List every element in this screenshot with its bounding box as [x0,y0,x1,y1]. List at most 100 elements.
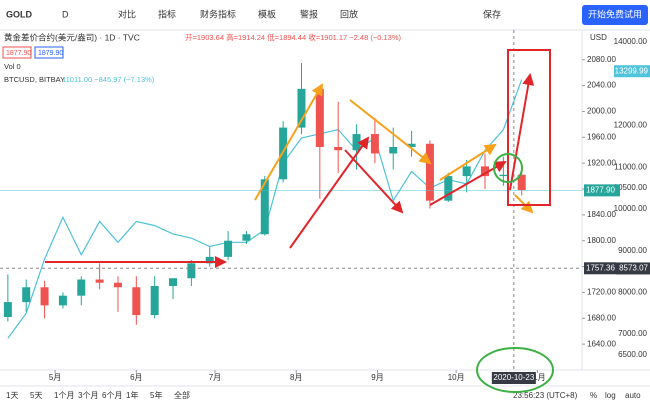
y-tick-label: 2000.00 [587,107,616,116]
annotation-arrow [254,83,324,201]
last-price-badge [584,184,620,197]
crosshair-y-label: 1757.36 [586,263,615,272]
crosshair-x-badge [491,372,536,384]
annotation-arrow [439,143,497,181]
candle-body [40,287,49,306]
candle-body [95,279,104,283]
candle-body [389,146,398,154]
y-tick-label: 1840.00 [587,210,616,219]
range-button[interactable]: 3个月 [78,391,98,400]
y-tick-label: 1680.00 [587,313,616,322]
range-button[interactable]: 1年 [126,390,138,400]
y-tick-label: 1920.00 [587,158,616,167]
annotation-arrow [344,149,404,214]
range-button[interactable]: 1天 [6,391,18,400]
candle-body [352,134,361,151]
candle-body [58,295,67,306]
candle-body [517,174,526,191]
candle-body [407,143,416,147]
candle-body [22,287,31,303]
crosshair-y2-badge [616,262,650,275]
x-tick-label: 7月 [209,373,221,382]
range-button[interactable]: 1个月 [54,391,74,400]
symbol[interactable]: GOLD [6,9,32,19]
y2-tick-label: 7000.00 [618,329,647,338]
candle-body [3,302,12,317]
currency: USD [590,33,607,42]
candle-body [242,234,251,241]
auto-toggle[interactable]: auto [625,391,641,400]
annotation-arrow [349,99,432,165]
y2-last-badge [614,65,650,78]
range-button[interactable]: 6个月 [102,391,122,400]
trial-label[interactable]: 开始免费试用 [588,8,642,19]
candle-body [425,143,434,201]
x-tick-label: 10月 [448,373,465,382]
trial-button[interactable] [582,5,648,25]
toolbar-item[interactable]: 对比 [118,8,136,19]
toolbar-item[interactable]: 模板 [258,8,276,19]
ask: 1879.90 [38,50,63,57]
volume: Vol 0 [4,62,21,71]
log-toggle[interactable]: log [605,391,616,400]
toolbar-item[interactable]: 警报 [300,8,318,19]
bid-box [2,46,32,59]
candle-body [444,176,453,201]
save[interactable]: 保存 [483,8,501,19]
y2-tick-label: 10000.00 [614,204,648,213]
candle-body [334,146,343,151]
compare-values: 11011.00 −845.97 (−7.13%) [62,75,155,84]
y2-tick-label: 11000.00 [614,162,647,171]
y2-tick-label: 10500.00 [614,183,648,192]
y-tick-label: 1960.00 [587,132,616,141]
crosshair-y-badge [584,262,616,275]
y-tick-label: 1800.00 [587,236,616,245]
x-tick-label: 5月 [49,373,61,382]
range-button[interactable]: 5天 [30,391,42,400]
legend-ohlc: 开=1903.64 高=1914.24 低=1894.44 收=1901.17 … [185,32,402,42]
candle-body [224,240,233,257]
crosshair-x-label: 2020-10-23 [493,373,534,382]
annotation-circle [493,153,523,183]
compare-name: BTCUSD, BITBAY [4,75,65,84]
y-tick-label: 2080.00 [587,55,616,64]
annotation-box [507,49,551,206]
annotation-arrow [514,194,534,214]
y2-tick-label: 8000.00 [618,287,647,296]
toolbar-item[interactable]: 回放 [340,8,358,19]
y2-tick-label: 12000.00 [614,121,648,130]
x-tick-label: 11月 [529,373,545,382]
y2-last-label: 13299.99 [615,66,649,75]
candle-body [150,285,159,316]
range-button[interactable]: 全部 [174,390,190,400]
candle-body [260,179,269,235]
annotation-arrow [509,73,535,191]
range-button[interactable]: 5年 [150,390,162,400]
legend-title: 黄金差价合约(美元/盎司) · 1D · TVC [4,32,140,42]
candle-body [481,166,489,177]
x-tick-label: 9月 [371,373,383,382]
candle-body [113,282,122,288]
last-price-label: 1877.90 [586,185,615,194]
annotation-arrow [429,161,507,206]
toolbar [0,0,650,30]
candle-body [370,134,379,154]
candle-body [499,174,508,177]
y2-tick-label: 9000.00 [618,246,647,255]
clock: 23:56:23 (UTC+8) [513,391,578,400]
percent-toggle[interactable]: % [590,391,597,400]
y-tick-label: 1640.00 [587,339,616,348]
candle-body [132,287,141,316]
interval[interactable]: D [62,9,69,19]
annotation-arrow [289,136,370,249]
x-tick-label: 8月 [290,373,302,382]
candle-body [169,278,178,286]
toolbar-item[interactable]: 指标 [158,8,176,19]
y2-tick-label: 6500.00 [618,350,647,359]
candle-body [297,88,306,128]
candle-body [462,166,471,177]
candle-body [315,88,324,147]
toolbar-item[interactable]: 财务指标 [200,8,236,19]
